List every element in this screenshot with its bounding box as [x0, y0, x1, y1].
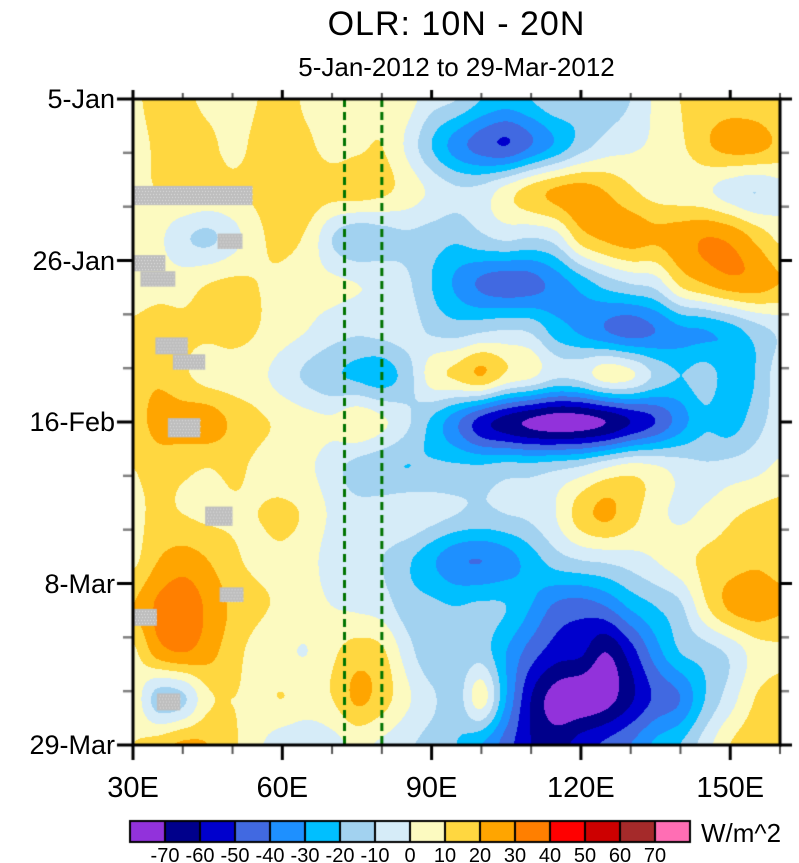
- chart-title: OLR: 10N - 20N: [327, 5, 586, 43]
- colorbar-tick-label: 60: [608, 845, 632, 863]
- colorbar-tick-label: 10: [433, 845, 457, 863]
- colorbar-tick-label: 0: [404, 845, 416, 863]
- y-tick-label: 29-Mar: [29, 730, 115, 760]
- x-tick-label: 60E: [256, 772, 309, 804]
- colorbar-tick-label: -20: [325, 845, 355, 863]
- x-tick-label: 120E: [547, 772, 615, 804]
- colorbar-tick-label: 20: [468, 845, 492, 863]
- x-tick-label: 150E: [696, 772, 765, 804]
- colorbar-tick-label: -30: [290, 845, 320, 863]
- colorbar-tick-label: 50: [573, 845, 597, 863]
- y-tick-label: 8-Mar: [44, 568, 115, 599]
- x-tick-label: 90E: [405, 772, 458, 804]
- colorbar-tick-label: -70: [150, 845, 180, 863]
- chart-subtitle: 5-Jan-2012 to 29-Mar-2012: [298, 52, 615, 82]
- y-tick-label: 16-Feb: [29, 407, 115, 437]
- colorbar-tick-label: 70: [643, 845, 667, 863]
- colorbar-tick-label: -40: [255, 845, 285, 863]
- colorbar-tick-label: 30: [503, 845, 527, 863]
- colorbar-tick-label: -10: [360, 845, 390, 863]
- colorbar-tick-label: 40: [538, 845, 562, 863]
- colorbar-tick-label: -50: [220, 845, 250, 863]
- y-tick-label: 26-Jan: [32, 245, 115, 276]
- colorbar-unit-label: W/m^2: [701, 818, 782, 848]
- x-tick-label: 30E: [107, 772, 159, 804]
- colorbar-tick-label: -60: [185, 845, 215, 863]
- y-tick-label: 5-Jan: [47, 84, 115, 114]
